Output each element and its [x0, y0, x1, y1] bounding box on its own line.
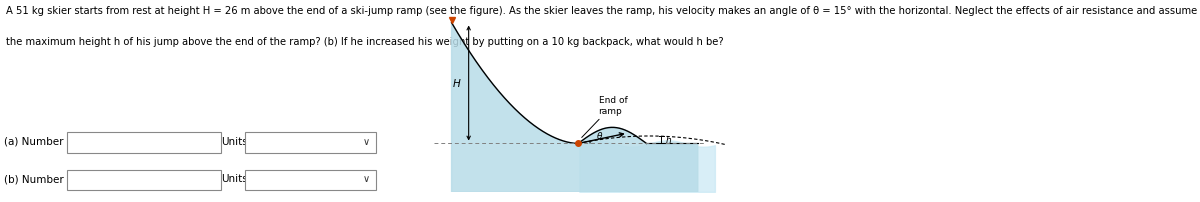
- Text: ∨: ∨: [364, 173, 371, 183]
- FancyBboxPatch shape: [67, 133, 221, 153]
- Text: A 51 kg skier starts from rest at height H = 26 m above the end of a ski-jump ra: A 51 kg skier starts from rest at height…: [6, 6, 1200, 16]
- FancyBboxPatch shape: [245, 170, 376, 190]
- Polygon shape: [451, 23, 698, 192]
- Text: End of
ramp: End of ramp: [582, 96, 628, 138]
- Text: Units: Units: [221, 136, 247, 146]
- Text: the maximum height h of his jump above the end of the ramp? (b) If he increased : the maximum height h of his jump above t…: [6, 36, 724, 46]
- FancyBboxPatch shape: [245, 133, 376, 153]
- Text: Units: Units: [221, 173, 247, 183]
- Text: H: H: [452, 79, 460, 89]
- Text: (a) Number: (a) Number: [4, 136, 64, 146]
- Text: h: h: [666, 136, 671, 144]
- Text: (b) Number: (b) Number: [4, 173, 64, 183]
- FancyBboxPatch shape: [67, 170, 221, 190]
- Text: θ: θ: [596, 132, 602, 141]
- Text: ∨: ∨: [364, 136, 371, 146]
